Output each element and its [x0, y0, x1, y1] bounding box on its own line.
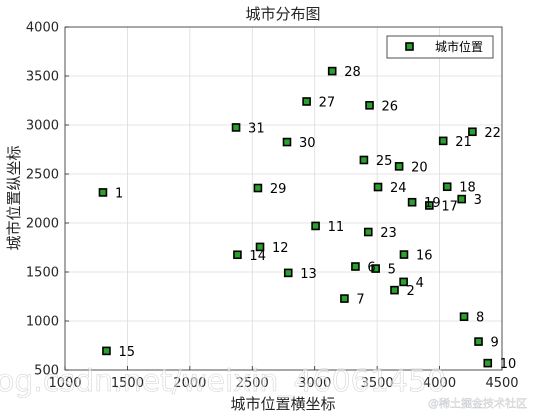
legend-entry: 城市位置: [435, 39, 483, 54]
city-point-label: 22: [484, 126, 501, 141]
city-point-marker: [102, 346, 111, 356]
city-point-marker: [351, 262, 360, 271]
city-point-marker: [442, 182, 452, 192]
city-point-label: 31: [248, 121, 265, 136]
city-point-marker: [302, 97, 311, 106]
y-tick-label: 3500: [26, 70, 59, 85]
x-tick-label: 4500: [485, 376, 518, 391]
y-tick-label: 1000: [26, 315, 59, 330]
y-tick-label: 1500: [26, 266, 59, 281]
axis-ticks: 1000 1500 2000 2500 3000 3500 4000 450050010001…: [26, 21, 519, 392]
city-point-label: 11: [328, 220, 345, 235]
city-point-label: 27: [319, 95, 336, 110]
y-tick-label: 2500: [26, 168, 59, 183]
city-point-marker: [233, 250, 242, 260]
x-tick-label: 1000: [48, 376, 81, 391]
city-point-marker: [373, 182, 383, 192]
city-point-label: 2: [406, 284, 414, 299]
city-point-marker: [407, 197, 417, 207]
city-point-label: 1: [115, 186, 123, 201]
city-point-marker: [340, 294, 349, 303]
city-point-marker: [363, 227, 373, 237]
city-point-marker: [399, 250, 409, 259]
x-tick-label: 1500: [111, 376, 144, 391]
city-point-marker: [394, 162, 404, 171]
x-tick-label: 3500: [361, 376, 394, 391]
city-point-marker: [459, 312, 469, 321]
y-tick-label: 4000: [26, 21, 59, 36]
city-point-label: 16: [416, 249, 433, 264]
city-point-label: 30: [299, 136, 316, 151]
x-tick-label: 3000: [298, 376, 331, 391]
x-tick-label: 2500: [236, 376, 269, 391]
city-point-marker: [468, 127, 477, 137]
city-point-label: 12: [272, 241, 289, 256]
y-tick-label: 500: [34, 364, 59, 379]
city-point-marker: [98, 188, 108, 197]
city-point-marker: [255, 242, 265, 252]
city-point-marker: [399, 277, 408, 287]
city-point-label: 17: [441, 199, 458, 214]
chart-title: 城市分布图: [245, 5, 320, 23]
x-axis-label: 城市位置横坐标: [230, 395, 335, 413]
city-point-label: 4: [416, 276, 424, 291]
city-point-label: 7: [356, 293, 364, 308]
y-tick-label: 2000: [26, 217, 59, 232]
city-point-marker: [371, 264, 380, 273]
city-point-label: 9: [491, 336, 499, 351]
grid: [65, 27, 502, 370]
city-point-label: 10: [500, 357, 517, 372]
city-point-label: 15: [118, 345, 135, 360]
city-point-marker: [425, 201, 434, 210]
city-point-marker: [283, 268, 293, 278]
y-axis-label: 城市位置纵坐标: [5, 145, 23, 250]
city-point-marker: [438, 136, 448, 146]
city-point-marker: [390, 285, 399, 295]
city-point-marker: [474, 337, 483, 346]
city-point-label: 25: [376, 154, 393, 169]
plot-area: [64, 26, 503, 371]
city-point-label: 13: [300, 267, 317, 282]
watermark-site: @稀土掘金技术社区: [428, 396, 527, 410]
city-point-label: 8: [476, 311, 484, 326]
city-point-marker: [483, 358, 493, 368]
city-point-marker: [327, 66, 337, 76]
city-point-label: 20: [411, 160, 428, 175]
y-tick-label: 3000: [26, 119, 59, 134]
city-point-marker: [282, 137, 292, 147]
city-point-label: 14: [249, 249, 266, 264]
legend-box: [386, 35, 494, 59]
city-point-label: 3: [474, 193, 482, 208]
legend-marker: [405, 42, 414, 51]
city-point-label: 29: [270, 182, 287, 197]
city-point-marker: [311, 221, 320, 231]
city-point-label: 6: [367, 261, 375, 276]
city-point-marker: [359, 155, 369, 165]
city-point-label: 28: [344, 65, 361, 80]
city-point-label: 19: [424, 196, 441, 211]
city-point-marker: [457, 194, 466, 204]
city-point-label: 26: [382, 99, 399, 114]
city-point-label: 5: [388, 263, 396, 278]
city-point-label: 23: [380, 226, 397, 241]
city-point-label: 18: [459, 181, 476, 196]
x-tick-label: 2000: [173, 376, 206, 391]
data-points: 1234567891011121314151617181920212223242…: [98, 65, 517, 372]
x-tick-label: 4000: [423, 376, 456, 391]
watermark-url: og.csdn.net/weixin_46061450: [0, 364, 446, 399]
legend: 城市位置: [386, 35, 494, 59]
city-point-label: 21: [455, 135, 472, 150]
city-point-marker: [253, 183, 263, 193]
city-point-marker: [231, 123, 241, 132]
city-point-label: 24: [390, 181, 407, 196]
city-point-marker: [365, 101, 374, 110]
